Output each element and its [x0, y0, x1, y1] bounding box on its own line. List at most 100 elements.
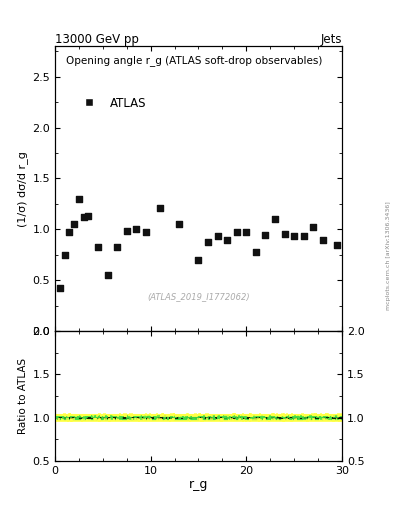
- Point: [131, 415, 138, 423]
- Point: [171, 412, 177, 420]
- ATLAS: [133, 225, 140, 233]
- Point: [194, 414, 200, 422]
- Point: [197, 415, 203, 423]
- Point: [171, 410, 177, 418]
- Point: [66, 410, 72, 418]
- Point: [244, 412, 251, 420]
- Point: [259, 413, 265, 421]
- ATLAS: [95, 243, 101, 251]
- Point: [280, 411, 286, 419]
- Point: [231, 410, 237, 418]
- ATLAS: [301, 232, 307, 241]
- Point: [198, 415, 205, 423]
- Point: [64, 415, 71, 423]
- Point: [248, 414, 255, 422]
- Point: [97, 415, 103, 423]
- X-axis label: r_g: r_g: [189, 478, 208, 492]
- Point: [125, 416, 132, 424]
- Point: [254, 411, 260, 419]
- Point: [208, 413, 215, 421]
- Point: [75, 414, 81, 422]
- Point: [185, 411, 191, 419]
- Point: [288, 412, 294, 420]
- Point: [119, 414, 125, 422]
- Point: [61, 411, 67, 419]
- ATLAS: [105, 271, 111, 279]
- Point: [270, 411, 276, 419]
- Point: [231, 410, 238, 418]
- Point: [127, 414, 133, 422]
- Point: [162, 413, 168, 421]
- Point: [209, 412, 215, 420]
- Point: [68, 416, 74, 424]
- Point: [60, 415, 66, 423]
- ATLAS: [143, 228, 149, 237]
- Point: [115, 412, 121, 420]
- Point: [137, 415, 143, 423]
- Point: [208, 415, 215, 423]
- Point: [239, 416, 245, 424]
- Point: [79, 416, 85, 424]
- Point: [242, 416, 249, 424]
- Point: [101, 414, 107, 422]
- Point: [280, 412, 286, 420]
- Point: [220, 415, 226, 423]
- Point: [318, 415, 325, 423]
- ATLAS: [334, 241, 340, 249]
- Point: [187, 416, 193, 424]
- Point: [102, 415, 108, 423]
- Point: [145, 412, 152, 420]
- Point: [130, 416, 137, 424]
- Point: [320, 415, 326, 423]
- Point: [185, 415, 191, 423]
- Point: [168, 410, 174, 418]
- Point: [176, 411, 182, 419]
- Point: [158, 411, 164, 419]
- Point: [325, 410, 331, 418]
- Point: [233, 412, 239, 420]
- Point: [302, 411, 309, 419]
- Point: [170, 414, 176, 422]
- Point: [328, 414, 334, 422]
- Point: [249, 412, 255, 420]
- Point: [227, 415, 233, 423]
- Point: [269, 410, 275, 418]
- Point: [204, 414, 211, 422]
- Point: [274, 411, 280, 419]
- Point: [118, 416, 125, 424]
- Point: [106, 416, 112, 424]
- Point: [114, 411, 121, 419]
- Point: [117, 411, 123, 419]
- Point: [287, 415, 294, 423]
- Point: [220, 415, 226, 423]
- Point: [321, 413, 328, 421]
- Point: [280, 416, 286, 424]
- Point: [112, 411, 118, 419]
- Point: [317, 413, 323, 421]
- Point: [225, 413, 231, 421]
- Point: [80, 415, 86, 423]
- Point: [190, 412, 196, 420]
- Point: [124, 412, 130, 420]
- Point: [326, 412, 332, 420]
- Point: [108, 412, 115, 420]
- Point: [165, 413, 171, 421]
- Point: [256, 415, 263, 423]
- Point: [241, 416, 247, 424]
- Point: [170, 410, 176, 418]
- Point: [160, 410, 166, 418]
- Point: [241, 412, 248, 420]
- Point: [330, 416, 336, 424]
- Point: [145, 411, 152, 419]
- Point: [200, 415, 206, 423]
- Point: [121, 410, 127, 418]
- Point: [272, 416, 278, 424]
- Point: [294, 414, 301, 422]
- Point: [133, 413, 139, 421]
- Point: [219, 416, 225, 424]
- Point: [74, 413, 80, 421]
- Point: [156, 411, 163, 419]
- Point: [198, 411, 204, 419]
- Point: [286, 416, 292, 424]
- Point: [125, 412, 131, 420]
